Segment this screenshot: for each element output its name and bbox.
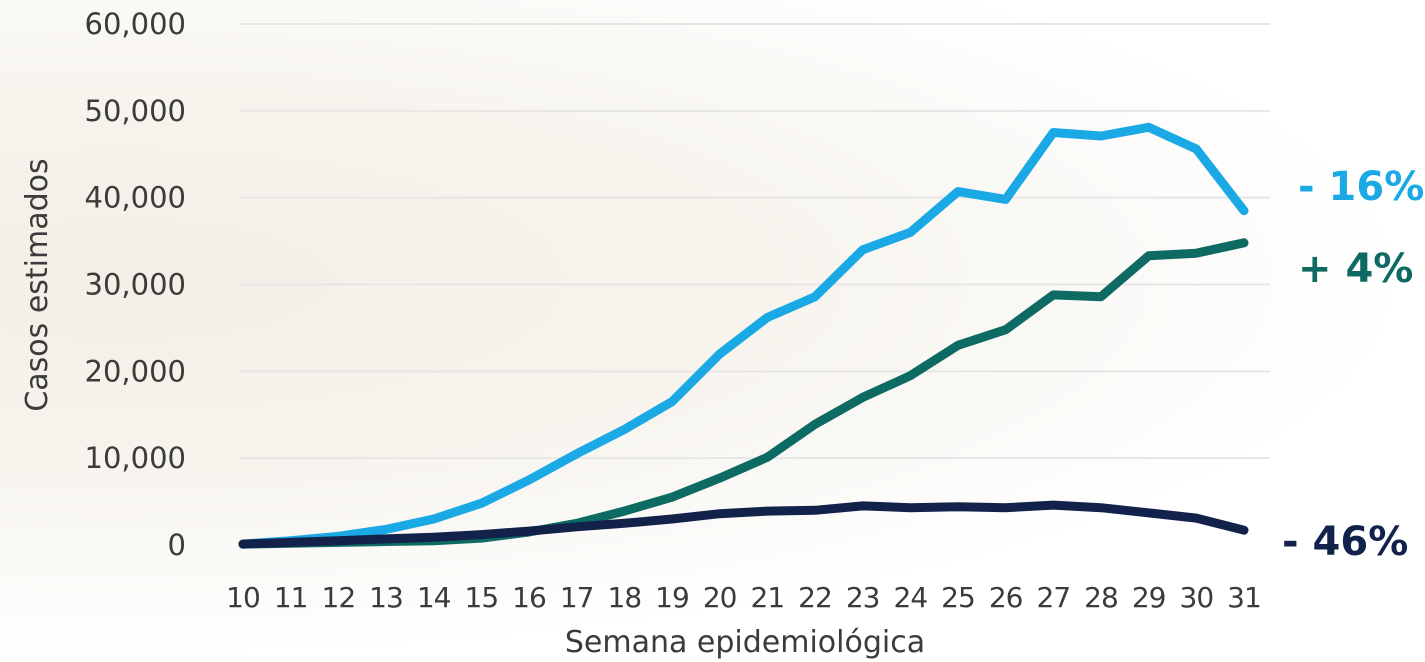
gridlines (240, 23, 1270, 460)
x-tick-label: 14 (417, 581, 451, 614)
x-axis-ticks: 10 11 12 13 14 15 16 17 18 19 20 21 22 23 24 25 26 27 28 29… (226, 581, 1262, 614)
series-lines (238, 122, 1249, 549)
y-tick-label: 10,000 (85, 441, 186, 475)
x-tick-label: 10 (226, 581, 260, 614)
x-tick-label: 13 (369, 581, 403, 614)
x-tick-label: 16 (512, 581, 546, 614)
y-axis-title: Casos estimados (20, 158, 55, 411)
x-tick-label: 29 (1132, 581, 1166, 614)
series-line-1 (238, 122, 1249, 549)
y-tick-label: 50,000 (85, 94, 186, 128)
series-end-label: - 46% (1282, 519, 1408, 565)
x-tick-label: 25 (941, 581, 975, 614)
y-tick-label: 20,000 (85, 354, 186, 388)
end-labels: - 16% + 4% - 46% (1282, 164, 1424, 565)
series-end-label: - 16% (1298, 164, 1424, 210)
y-tick-label: 60,000 (85, 7, 186, 41)
x-tick-label: 27 (1037, 581, 1071, 614)
x-tick-label: 11 (274, 581, 308, 614)
x-tick-label: 20 (703, 581, 737, 614)
y-tick-label: 30,000 (85, 268, 186, 302)
x-tick-label: 12 (322, 581, 356, 614)
y-tick-label: 0 (168, 528, 186, 562)
x-tick-label: 18 (608, 581, 642, 614)
x-tick-label: 15 (465, 581, 499, 614)
x-tick-label: 17 (560, 581, 594, 614)
x-tick-label: 19 (655, 581, 689, 614)
x-tick-label: 22 (798, 581, 832, 614)
y-tick-label: 40,000 (85, 181, 186, 215)
series-end-label: + 4% (1298, 246, 1413, 292)
x-axis-title: Semana epidemiológica (565, 625, 925, 660)
series-line-2 (238, 238, 1249, 549)
y-axis-ticks: 0 10,000 20,000 30,000 40,000 50,000 60,000 (85, 7, 186, 562)
x-tick-label: 24 (894, 581, 928, 614)
x-tick-label: 30 (1180, 581, 1214, 614)
x-tick-label: 26 (989, 581, 1023, 614)
series-line-3 (238, 500, 1249, 549)
x-tick-label: 28 (1084, 581, 1118, 614)
x-tick-label: 21 (751, 581, 785, 614)
x-tick-label: 23 (846, 581, 880, 614)
x-tick-label: 31 (1227, 581, 1261, 614)
